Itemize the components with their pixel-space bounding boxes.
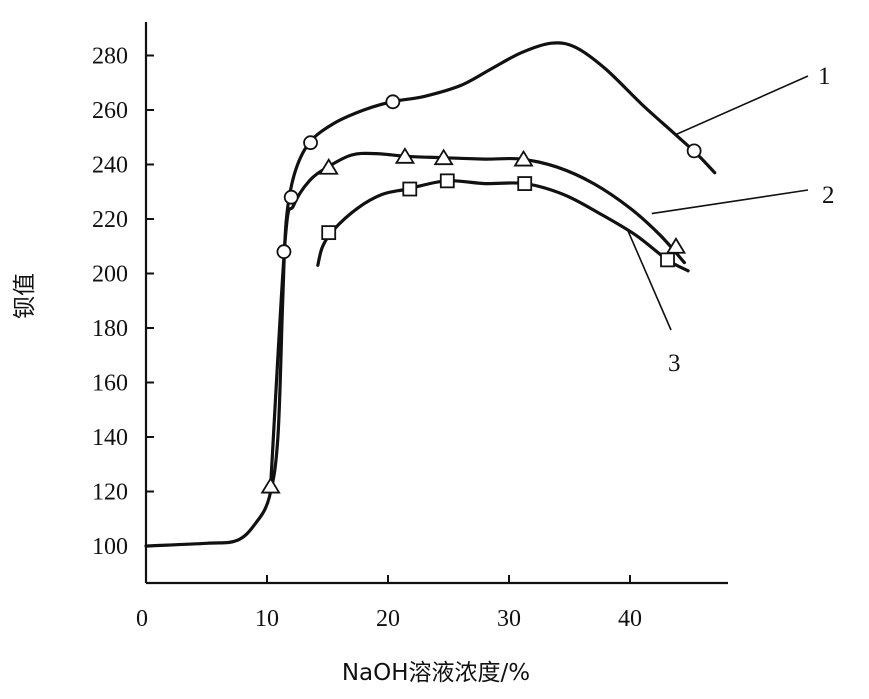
y-tick-label-140: 140 <box>92 425 128 451</box>
x-tick-label-0: 0 <box>136 606 148 632</box>
data-point-3-5 <box>660 252 675 268</box>
curve-label-1: 1 <box>818 63 831 90</box>
y-tick-label-220: 220 <box>92 207 128 233</box>
data-point-3-1 <box>321 225 337 241</box>
leader-line-3 <box>626 229 672 331</box>
data-point-2-3 <box>394 147 416 164</box>
data-point-1-2 <box>283 189 299 205</box>
y-axis-title: 钡值 <box>12 273 38 319</box>
series-curves <box>144 41 717 548</box>
series-line-1 <box>144 41 717 548</box>
data-point-2-5 <box>513 149 534 167</box>
y-tick-label-160: 160 <box>92 371 128 397</box>
y-tick-label-180: 180 <box>92 316 128 342</box>
x-axis-title: NaOH溶液浓度/% <box>342 660 530 686</box>
y-tick-label-240: 240 <box>92 153 128 179</box>
y-tick-label-120: 120 <box>92 480 128 506</box>
data-point-1-4 <box>385 94 401 110</box>
x-tick-label-40: 40 <box>618 606 642 632</box>
x-tick-label-30: 30 <box>497 606 521 632</box>
x-tick-label-10: 10 <box>255 606 279 632</box>
data-point-2-1 <box>260 476 281 494</box>
leader-line-2 <box>651 189 809 215</box>
curve-leader-lines <box>626 75 809 331</box>
x-tick-label-20: 20 <box>376 606 400 632</box>
y-tick-label-260: 260 <box>92 98 128 124</box>
data-point-2-4 <box>433 148 454 166</box>
y-tick-label-100: 100 <box>92 534 128 560</box>
leader-line-1 <box>675 75 809 136</box>
data-point-1-3 <box>303 135 318 151</box>
data-point-2-6 <box>665 237 687 254</box>
y-tick-label-200: 200 <box>92 262 128 288</box>
data-point-3-3 <box>439 173 455 189</box>
axes <box>144 22 728 585</box>
data-point-3-2 <box>402 181 418 197</box>
curve-label-3: 3 <box>668 350 681 377</box>
series-markers <box>260 94 702 494</box>
y-tick-label-280: 280 <box>92 44 128 70</box>
curve-label-2: 2 <box>822 182 835 209</box>
curve-labels: 1 2 3 <box>668 63 835 377</box>
series-line-3 <box>316 179 690 273</box>
data-point-3-4 <box>517 176 533 191</box>
data-point-2-2 <box>318 157 339 175</box>
data-point-1-1 <box>276 244 292 260</box>
ticks: 0 10 20 30 40 100 120 140 160 180 200 220 240 260 280 <box>92 44 642 633</box>
data-point-1-5 <box>686 143 702 159</box>
series-line-2 <box>269 151 686 488</box>
